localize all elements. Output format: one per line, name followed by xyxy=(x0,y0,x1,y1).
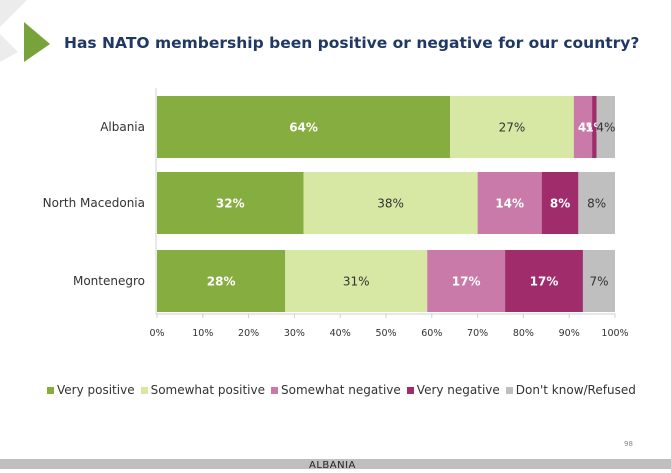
data-label-albania-somewhat-positive: 27% xyxy=(499,121,526,135)
bar-segment-north-macedonia-very-positive xyxy=(157,172,304,234)
x-tick-label: 10% xyxy=(192,328,213,339)
x-tick-label: 100% xyxy=(601,328,628,339)
data-label-montenegro-somewhat-negative: 17% xyxy=(452,275,481,289)
legend-item-somewhat-negative: Somewhat negative xyxy=(270,383,401,397)
bar-segment-albania-somewhat-positive xyxy=(450,96,574,158)
legend-label-very-positive: Very positive xyxy=(57,383,135,397)
legend-label-dont-know: Don't know/Refused xyxy=(515,383,636,397)
data-label-montenegro-very-positive: 28% xyxy=(207,275,236,289)
data-label-montenegro-dont-know: 7% xyxy=(589,275,608,289)
bar-segment-montenegro-very-positive xyxy=(157,250,286,312)
bar-segment-montenegro-very-negative xyxy=(505,250,583,312)
category-label-montenegro: Montenegro xyxy=(73,274,145,288)
data-label-albania-dont-know: 4% xyxy=(596,121,615,135)
legend-swatch-dont-know xyxy=(505,386,513,394)
stacked-bar-chart: Albania 64% 27% 4%1%4%North Macedonia 32% 38%… xyxy=(43,88,629,339)
bar-segment-north-macedonia-somewhat-negative xyxy=(477,172,542,234)
x-tick-label: 20% xyxy=(238,328,259,339)
bar-segment-montenegro-somewhat-positive xyxy=(285,250,428,312)
bar-segment-montenegro-somewhat-negative xyxy=(427,250,506,312)
legend-item-very-positive: Very positive xyxy=(47,383,135,397)
chart-legend: Very positive Somewhat positive Somewhat n… xyxy=(47,383,636,397)
legend-swatch-somewhat-negative xyxy=(270,386,278,394)
data-label-north-macedonia-very-positive: 32% xyxy=(216,197,245,211)
bar-segment-albania-very-negative xyxy=(592,96,597,158)
legend-item-dont-know: Don't know/Refused xyxy=(505,383,636,397)
data-label-north-macedonia-very-negative: 8% xyxy=(550,197,570,211)
accent-triangle-icon xyxy=(24,22,50,62)
slide-corner-decoration xyxy=(0,0,50,62)
data-label-north-macedonia-dont-know: 8% xyxy=(587,197,606,211)
legend-item-very-negative: Very negative xyxy=(406,383,500,397)
legend-swatch-very-positive xyxy=(47,386,54,394)
x-tick-label: 30% xyxy=(284,328,305,339)
legend-label-somewhat-positive: Somewhat positive xyxy=(150,383,265,397)
data-label-north-macedonia-somewhat-negative: 14% xyxy=(495,197,524,211)
bar-segment-north-macedonia-very-negative xyxy=(541,172,579,234)
legend-swatch-very-negative xyxy=(406,386,414,394)
x-tick-label: 60% xyxy=(421,328,442,339)
slide-title: Has NATO membership been positive or neg… xyxy=(64,34,640,52)
legend-label-very-negative: Very negative xyxy=(416,383,500,397)
bar-segment-albania-very-positive xyxy=(157,96,451,158)
bar-segment-albania-somewhat-negative xyxy=(573,96,593,158)
footer-label: ALBANIA xyxy=(309,460,356,471)
bar-segment-montenegro-dont-know xyxy=(582,250,615,312)
x-axis: 0% 10% 20% 30% 40% 50% 60% 70% 80% 90% 100% xyxy=(149,88,629,339)
legend-swatch-somewhat-positive xyxy=(140,386,148,394)
x-tick-label: 0% xyxy=(149,328,164,339)
data-label-north-macedonia-somewhat-positive: 38% xyxy=(377,197,404,211)
x-tick-label: 90% xyxy=(559,328,580,339)
bar-segment-north-macedonia-somewhat-positive xyxy=(303,172,478,234)
category-label-north-macedonia: North Macedonia xyxy=(43,196,145,210)
bar-segment-albania-dont-know xyxy=(596,96,615,158)
bars-group: Albania 64% 27% 4%1%4%North Macedonia 32% 38%… xyxy=(43,96,615,312)
footer-bar xyxy=(0,459,671,469)
category-label-albania: Albania xyxy=(100,120,145,134)
x-tick-label: 80% xyxy=(513,328,534,339)
legend-item-somewhat-positive: Somewhat positive xyxy=(140,383,265,397)
x-tick-label: 70% xyxy=(467,328,488,339)
x-tick-label: 40% xyxy=(330,328,351,339)
data-label-montenegro-somewhat-positive: 31% xyxy=(343,275,370,289)
bar-segment-north-macedonia-dont-know xyxy=(578,172,615,234)
data-label-albania-very-positive: 64% xyxy=(289,121,318,135)
x-tick-label: 50% xyxy=(375,328,396,339)
page-number: 98 xyxy=(624,440,633,448)
legend-label-somewhat-negative: Somewhat negative xyxy=(280,383,401,397)
data-label-montenegro-very-negative: 17% xyxy=(530,275,559,289)
